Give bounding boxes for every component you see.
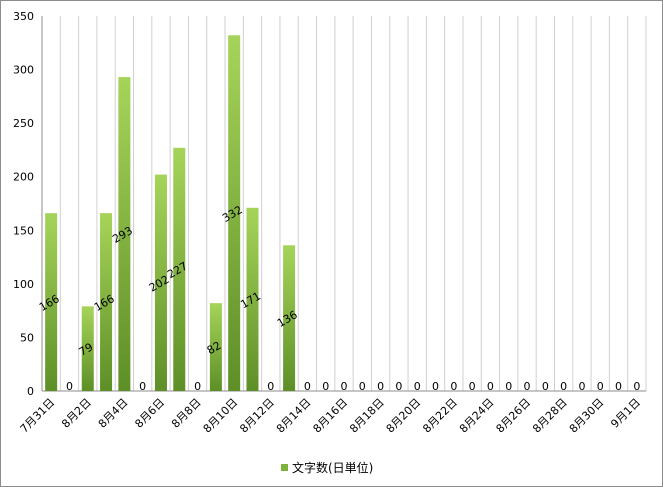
y-tick-label: 200	[13, 171, 34, 184]
legend-swatch-icon	[281, 463, 288, 471]
y-tick-label: 50	[20, 331, 34, 344]
x-tick-label: 8月30日	[567, 396, 607, 436]
y-tick-label: 100	[13, 278, 34, 291]
bar	[100, 213, 113, 391]
y-tick-label: 300	[13, 64, 34, 77]
x-tick-label: 8月8日	[169, 396, 204, 431]
data-label: 0	[505, 380, 512, 393]
bar	[209, 303, 222, 391]
data-label: 0	[469, 380, 476, 393]
bar	[81, 306, 94, 391]
x-tick-label: 8月2日	[59, 396, 94, 431]
bar	[283, 245, 296, 391]
data-label: 0	[542, 380, 549, 393]
data-label: 0	[524, 380, 531, 393]
data-label: 0	[139, 380, 146, 393]
bar	[246, 207, 259, 391]
y-tick-label: 150	[13, 224, 34, 237]
data-label: 0	[560, 380, 567, 393]
x-tick-label: 8月16日	[311, 396, 351, 436]
y-tick-label: 0	[27, 385, 34, 398]
x-tick-label: 8月12日	[237, 396, 277, 436]
bar	[154, 174, 167, 391]
data-label: 0	[450, 380, 457, 393]
data-label: 0	[487, 380, 494, 393]
bar	[118, 77, 131, 392]
data-label: 0	[322, 380, 329, 393]
data-label: 0	[414, 380, 421, 393]
bar	[45, 213, 58, 391]
x-tick-label: 9月1日	[608, 396, 643, 431]
data-label: 0	[341, 380, 348, 393]
x-tick-label: 8月22日	[420, 396, 460, 436]
x-tick-label: 8月24日	[457, 396, 497, 436]
bar	[228, 35, 241, 392]
x-tick-label: 8月18日	[347, 396, 387, 436]
x-tick-label: 8月10日	[201, 396, 241, 436]
x-tick-label: 8月26日	[494, 396, 534, 436]
data-label: 0	[432, 380, 439, 393]
y-tick-label: 250	[13, 117, 34, 130]
bar	[173, 147, 186, 391]
data-label: 0	[194, 380, 201, 393]
data-label: 0	[304, 380, 311, 393]
data-label: 0	[267, 380, 274, 393]
data-label: 82	[205, 339, 224, 357]
data-label: 0	[377, 380, 384, 393]
x-tick-label: 8月6日	[132, 396, 167, 431]
data-label: 79	[77, 341, 96, 359]
data-label: 0	[395, 380, 402, 393]
x-tick-label: 8月14日	[274, 396, 314, 436]
data-label: 0	[597, 380, 604, 393]
data-label: 0	[359, 380, 366, 393]
data-label: 0	[633, 380, 640, 393]
x-tick-label: 7月31日	[18, 396, 58, 436]
data-label: 0	[66, 380, 73, 393]
data-label: 0	[615, 380, 622, 393]
y-tick-label: 350	[13, 10, 34, 23]
legend: 文字数(日単位)	[281, 459, 373, 475]
data-label: 0	[578, 380, 585, 393]
x-tick-label: 8月28日	[530, 396, 570, 436]
x-tick-label: 8月20日	[384, 396, 424, 436]
legend-label: 文字数(日単位)	[292, 460, 374, 475]
x-tick-label: 8月4日	[96, 396, 131, 431]
